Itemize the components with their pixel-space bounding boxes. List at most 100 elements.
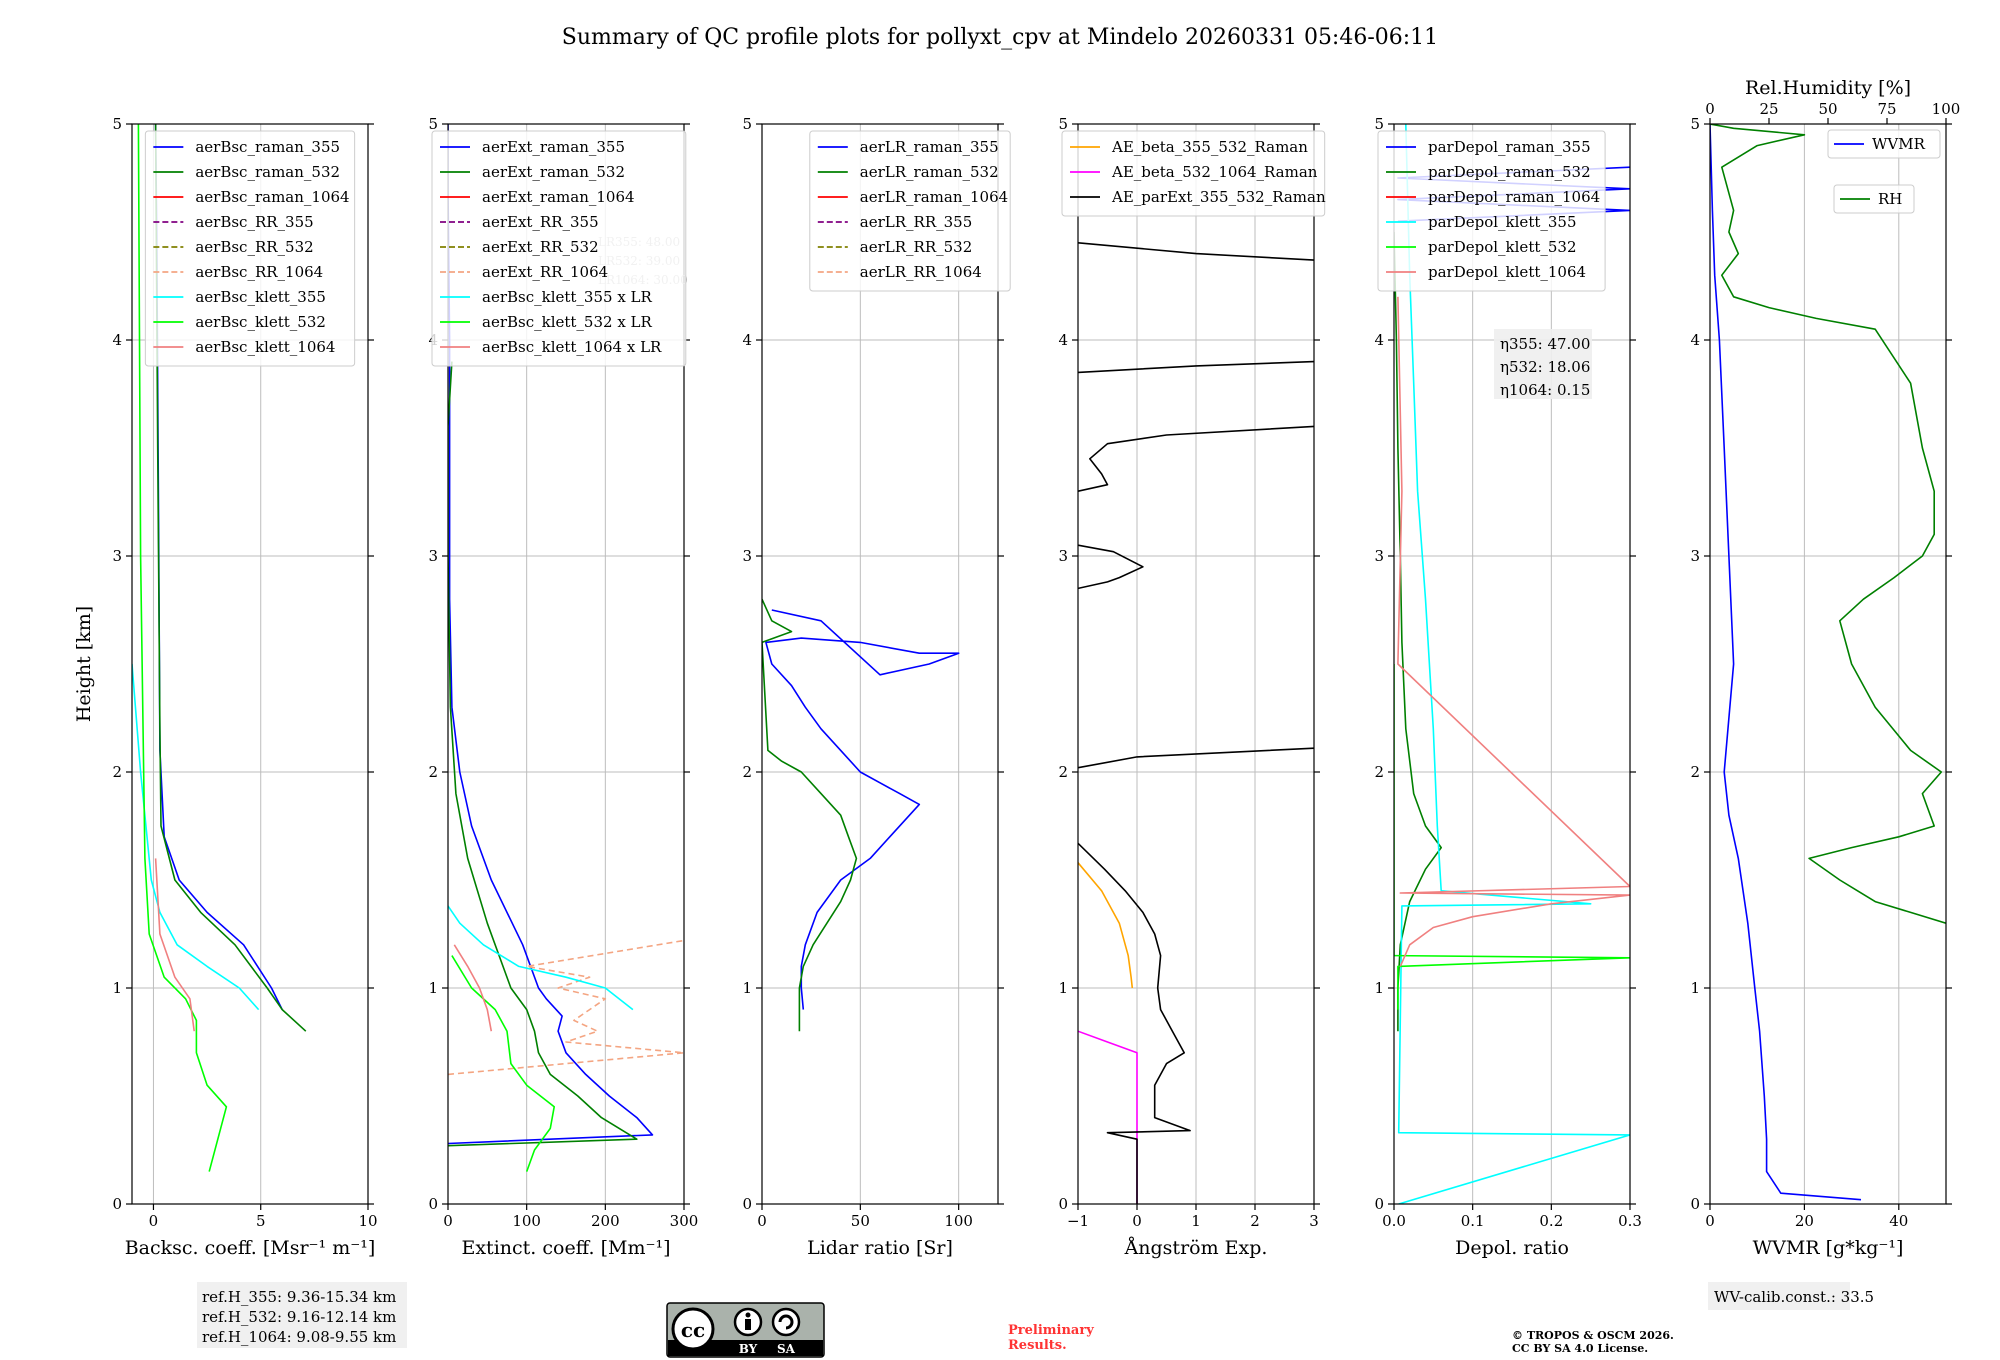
cc-letters: cc <box>681 1318 705 1342</box>
legend-box-lr <box>809 130 1011 292</box>
legend-label-bsc-5: aerBsc_RR_1064 <box>195 263 323 281</box>
xlabel-lr: Lidar ratio [Sr] <box>807 1237 953 1259</box>
legend-label-ae-0: AE_beta_355_532_Raman <box>1111 138 1308 156</box>
legend-label-depol-4: parDepol_klett_532 <box>1428 238 1577 256</box>
series-depol-4 <box>1394 664 1630 1010</box>
ytick-label-ae-2: 2 <box>1058 763 1068 781</box>
ytick-label-ext-2: 2 <box>428 763 438 781</box>
series-depol-3 <box>1397 124 1630 1204</box>
wv-calib-const: WV-calib.const.: 33.5 <box>1714 1288 1874 1306</box>
series-wv-1 <box>1710 124 1946 924</box>
legend-label-depol-0: parDepol_raman_355 <box>1428 138 1591 156</box>
series-group-lr <box>762 598 960 1032</box>
ref-height-532: ref.H_532: 9.16-12.14 km <box>202 1308 396 1326</box>
badge-by: BY <box>739 1342 758 1356</box>
ref-height-box: ref.H_355: 9.36-15.34 km ref.H_532: 9.16… <box>197 1282 407 1348</box>
legend-label-wvmr: WVMR <box>1872 135 1926 153</box>
legend-label-ext-5: aerExt_RR_1064 <box>482 263 608 281</box>
twin-xtick-label-wv-1: 25 <box>1759 100 1778 118</box>
ytick-label-depol-3: 3 <box>1374 547 1384 565</box>
legend-label-bsc-0: aerBsc_raman_355 <box>195 138 340 156</box>
xtick-label-depol-2: 0.2 <box>1539 1212 1563 1230</box>
preliminary-line-2: Results. <box>1008 1338 1067 1353</box>
xtick-label-ae-1: 0 <box>1132 1212 1142 1230</box>
series-ae-4 <box>1078 544 1144 590</box>
ref-height-1064: ref.H_1064: 9.08-9.55 km <box>202 1328 396 1346</box>
twin-xtick-label-wv-4: 100 <box>1932 100 1961 118</box>
eta-label-1: η532: 18.06 <box>1500 358 1590 376</box>
series-bsc-1 <box>154 124 307 1032</box>
xtick-label-lr-0: 0 <box>757 1212 767 1230</box>
ytick-label-ae-4: 4 <box>1058 331 1068 349</box>
legend-box-ae <box>1061 130 1326 217</box>
ytick-label-wv-3: 3 <box>1690 547 1700 565</box>
xtick-label-depol-3: 0.3 <box>1618 1212 1642 1230</box>
series-bsc-8 <box>154 858 195 1032</box>
preliminary-line-1: Preliminary <box>1008 1323 1094 1338</box>
twin-xlabel-wv: Rel.Humidity [%] <box>1745 77 1911 99</box>
panel-lr: 0 50 100 0 1 2 3 4 5 Lidar ratio [Sr] aerLR_raman_… <box>742 115 1011 1259</box>
ytick-label-ext-0: 0 <box>428 1195 438 1213</box>
copyright-line-2: CC BY SA 4.0 License. <box>1512 1342 1648 1355</box>
legend-ae: AE_beta_355_532_Raman AE_beta_532_1064_Ra… <box>1061 130 1326 217</box>
ytick-label-lr-2: 2 <box>742 763 752 781</box>
ytick-label-lr-0: 0 <box>742 1195 752 1213</box>
legend-box-bsc <box>144 130 356 367</box>
xtick-label-depol-1: 0.1 <box>1461 1212 1485 1230</box>
xtick-label-ae-3: 2 <box>1250 1212 1260 1230</box>
panel-wv: 0 20 40 0 1 2 3 4 5 WVMR [g*kg⁻¹] 0 25 50 75 100 Rel.Hu… <box>1690 77 1960 1259</box>
xtick-label-ae-4: 3 <box>1309 1212 1319 1230</box>
legend-label-lr-5: aerLR_RR_1064 <box>860 263 982 281</box>
badge-sa: SA <box>777 1342 796 1356</box>
eta-label-0: η355: 47.00 <box>1500 335 1590 353</box>
legend-label-ext-4: aerExt_RR_532 <box>482 238 599 256</box>
series-ae-0 <box>1078 862 1134 989</box>
xtick-label-ext-3: 300 <box>670 1212 699 1230</box>
legend-ext: aerExt_raman_355 aerExt_raman_532 aerExt_r… <box>431 130 687 367</box>
ytick-label-ext-5: 5 <box>428 115 438 133</box>
series-ext-0 <box>448 124 654 1145</box>
figure-title: Summary of QC profile plots for pollyxt_… <box>562 25 1438 50</box>
ytick-label-bsc-4: 4 <box>112 331 122 349</box>
xtick-label-lr-1: 50 <box>851 1212 870 1230</box>
ytick-label-wv-2: 2 <box>1690 763 1700 781</box>
legend-label-bsc-7: aerBsc_klett_532 <box>195 313 326 331</box>
eta-label-2: η1064: 0.15 <box>1500 381 1590 399</box>
xtick-label-depol-0: 0.0 <box>1382 1212 1406 1230</box>
legend-label-lr-3: aerLR_RR_355 <box>860 213 972 231</box>
legend-label-bsc-1: aerBsc_raman_532 <box>195 163 340 181</box>
ytick-label-bsc-3: 3 <box>112 547 122 565</box>
series-ae-2 <box>1078 842 1191 1204</box>
xtick-label-ext-1: 100 <box>512 1212 541 1230</box>
cc-icon <box>671 1307 715 1351</box>
legend-label-lr-1: aerLR_raman_532 <box>860 163 999 181</box>
ytick-label-depol-2: 2 <box>1374 763 1384 781</box>
ytick-label-wv-4: 4 <box>1690 331 1700 349</box>
series-ext-5 <box>448 939 684 1076</box>
copyright-line-1: © TROPOS & OSCM 2026. <box>1512 1329 1674 1342</box>
ytick-label-bsc-0: 0 <box>112 1195 122 1213</box>
xlabel-ext: Extinct. coeff. [Mm⁻¹] <box>461 1237 670 1259</box>
series-group-ext <box>448 124 684 1172</box>
series-ae-7 <box>1078 242 1314 261</box>
share-alike-icon <box>771 1307 801 1337</box>
legend-label-depol-3: parDepol_klett_355 <box>1428 213 1577 231</box>
ytick-label-depol-1: 1 <box>1374 979 1384 997</box>
cc-by-sa-badge: cc BY SA <box>666 1302 825 1358</box>
xtick-label-wv-1: 20 <box>1795 1212 1814 1230</box>
axes-frame-depol <box>1393 123 1631 1205</box>
series-ext-8 <box>453 944 493 1032</box>
xtick-label-bsc-0: 0 <box>149 1212 159 1230</box>
ytick-label-wv-5: 5 <box>1690 115 1700 133</box>
panel-ext: 0100200300012345Extinct. coeff. [Mm⁻¹]LR… <box>428 115 698 1259</box>
ytick-label-wv-0: 0 <box>1690 1195 1700 1213</box>
twin-xtick-label-wv-3: 75 <box>1877 100 1896 118</box>
legend-label-bsc-6: aerBsc_klett_355 <box>195 288 326 306</box>
legend-label-bsc-4: aerBsc_RR_532 <box>195 238 313 256</box>
xlabel-ae: Ångström Exp. <box>1124 1237 1268 1259</box>
xtick-label-ext-2: 200 <box>591 1212 620 1230</box>
xtick-label-ae-0: −1 <box>1067 1212 1089 1230</box>
ref-height-355: ref.H_355: 9.36-15.34 km <box>202 1288 396 1306</box>
